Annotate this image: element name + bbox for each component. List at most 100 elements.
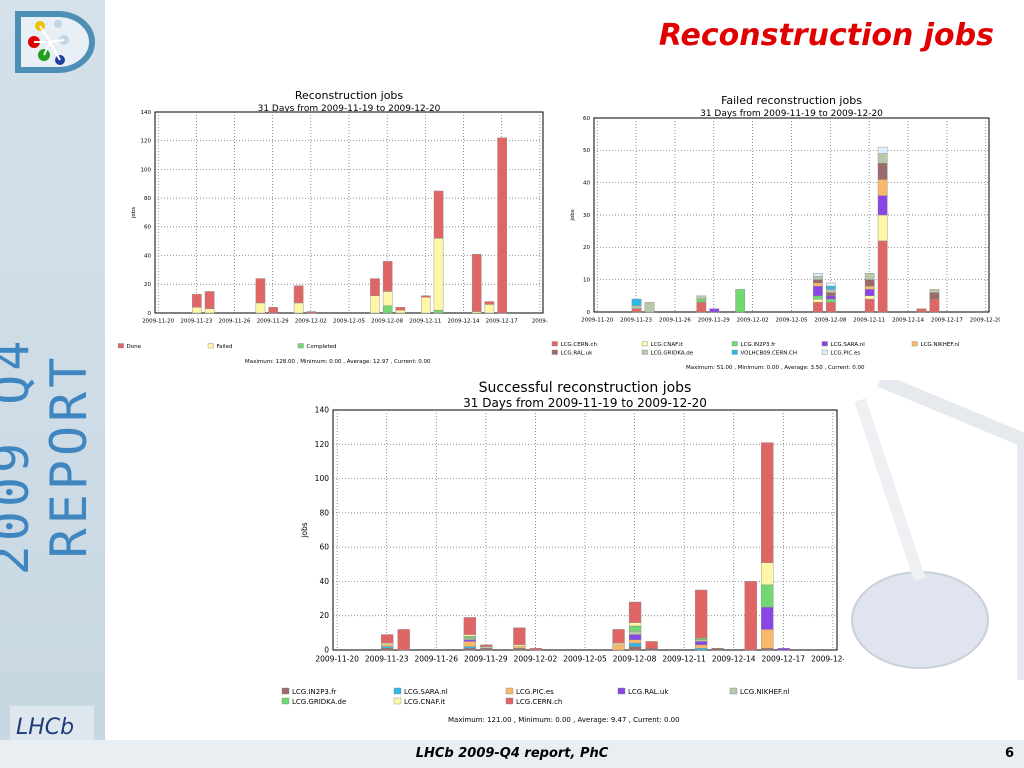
chart-stats: Maximum: 128.00 , Minimum: 0.00 , Averag… (245, 359, 431, 364)
legend-swatch (393, 687, 402, 695)
y-tick-label: 40 (319, 577, 329, 586)
x-tick-label: 2009-12-17 (931, 318, 963, 324)
bar-segment (929, 298, 940, 313)
legend-label: LCG.NIKHEF.nl (740, 688, 790, 696)
bar-segment (813, 279, 823, 284)
bar-segment (877, 153, 888, 164)
y-tick-label: 120 (315, 440, 330, 449)
bar-segment (877, 195, 888, 216)
y-tick-label: 60 (583, 116, 590, 122)
bar-segment (628, 634, 642, 640)
x-tick-label: 2009-12-08 (613, 655, 657, 664)
y-tick-label: 20 (583, 245, 590, 251)
bar-segment (433, 190, 444, 239)
y-axis-label: jobs (570, 209, 576, 221)
bar-segment (929, 289, 940, 293)
bar-segment (612, 642, 625, 646)
bar-segment (761, 562, 774, 586)
x-tick-label: 2009-12-02 (295, 319, 327, 325)
bar-segment (877, 214, 888, 242)
chart-subtitle: 31 Days from 2009-11-19 to 2009-12-20 (258, 104, 441, 114)
x-tick-label: 2009-11-29 (698, 318, 730, 324)
bar-segment (612, 644, 625, 651)
legend-label: LCG.IN2P3.fr (292, 688, 337, 696)
bar-segment (777, 648, 790, 651)
bar-segment (695, 648, 708, 651)
bar-segment (695, 644, 708, 649)
legend-label: Completed (307, 344, 337, 350)
legend-label: Failed (217, 344, 233, 350)
bar-segment (877, 240, 888, 313)
x-tick-label: 2009- (532, 319, 548, 325)
chart-title: Reconstruction jobs (295, 89, 404, 102)
bar-segment (645, 648, 658, 651)
legend-label: Done (127, 344, 142, 350)
chart-title: Successful reconstruction jobs (479, 380, 692, 396)
legend-label: LCG.SARA.nl (831, 342, 866, 348)
legend-swatch (297, 343, 304, 349)
bar-segment (370, 278, 380, 296)
bar-segment (433, 238, 444, 311)
bar-segment (255, 302, 266, 314)
legend-label: LCG.RAL.uk (561, 351, 594, 357)
bar-segment (813, 272, 823, 277)
page-number: 6 (1004, 746, 1014, 761)
svg-text:LHCb: LHCb (16, 715, 74, 740)
bar-segment (761, 584, 774, 608)
legend-swatch (731, 341, 738, 347)
bar-segment (761, 629, 774, 649)
x-tick-label: 2009-11-20 (581, 318, 613, 324)
bar-segment (929, 292, 940, 300)
y-tick-label: 30 (583, 213, 590, 219)
bar-segment (644, 302, 655, 313)
bar-segment (463, 617, 476, 635)
legend-swatch (821, 349, 828, 355)
bar-segment (382, 305, 393, 314)
bar-segment (628, 646, 642, 651)
x-tick-label: 2009-12-05 (563, 655, 607, 664)
bar-segment (631, 298, 642, 306)
legend-label: LCG.SARA.nl (404, 688, 448, 696)
y-tick-label: 20 (319, 611, 329, 620)
bar-segment (433, 309, 444, 314)
bar-segment (484, 301, 495, 305)
bar-segment (293, 285, 304, 304)
legend-swatch (281, 697, 290, 705)
vertical-report-label: 2009 Q4 REPORT (0, 336, 98, 576)
bar-segment (825, 292, 836, 297)
bar-segment (696, 298, 707, 303)
legend-label: LCG.IN2P3.fr (741, 342, 777, 348)
legend-swatch (505, 697, 514, 705)
x-tick-label: 2009-11-20 (142, 319, 174, 325)
legend-swatch (911, 341, 918, 347)
bar-segment (480, 644, 493, 647)
d-logo (15, 11, 95, 73)
bar-segment (480, 646, 493, 649)
bar-segment (513, 646, 526, 649)
legend-swatch (505, 687, 514, 695)
x-tick-label: 2009-12-17 (761, 655, 805, 664)
y-tick-label: 20 (144, 282, 151, 288)
bar-segment (471, 311, 482, 314)
y-tick-label: 100 (315, 474, 330, 483)
page-title: Reconstruction jobs (658, 18, 994, 53)
x-tick-label: 2009-12-11 (853, 318, 885, 324)
x-tick-label: 2009-11-26 (659, 318, 691, 324)
bar-segment (916, 308, 927, 313)
legend-swatch (731, 349, 738, 355)
bar-segment (421, 295, 431, 298)
legend-swatch (281, 687, 290, 695)
bar-segment (484, 304, 495, 314)
bar-segment (471, 253, 482, 312)
bar-segment (463, 634, 476, 637)
legend-label: LCG.CERN.ch (516, 698, 562, 706)
legend-label: LCG.PIC.es (516, 688, 554, 696)
legend-swatch (821, 341, 828, 347)
bar-segment (381, 646, 394, 649)
legend-label: LCG.CERN.ch (561, 342, 598, 348)
legend-label: LCG.RAL.uk (628, 688, 669, 696)
bar-segment (696, 295, 707, 300)
bar-segment (761, 648, 774, 651)
legend-swatch (641, 349, 648, 355)
legend-swatch (207, 343, 214, 349)
